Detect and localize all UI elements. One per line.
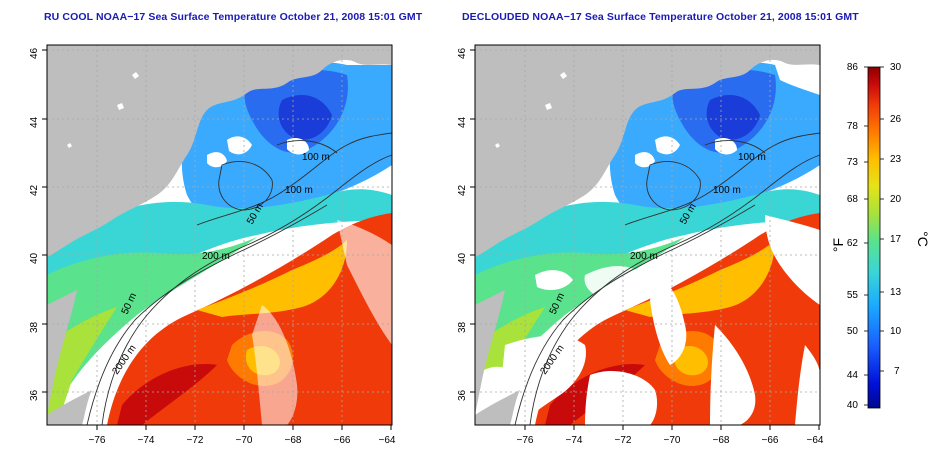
colorbar-c-26: 26 xyxy=(890,114,902,125)
right-plot-border xyxy=(474,44,821,426)
right-lat-tick-38: 38 xyxy=(457,321,468,333)
left-contours xyxy=(86,132,393,426)
left-lon-tick-70: −70 xyxy=(236,435,253,446)
colorbar-f-55: 55 xyxy=(847,290,859,301)
colorbar-c-7: 7 xyxy=(894,366,900,377)
left-lon-tick-76: −76 xyxy=(89,435,106,446)
colorbar-c-23: 23 xyxy=(890,154,902,165)
right-contour-label-100m-b: 100 m xyxy=(713,185,741,196)
colorbar-f-86: 86 xyxy=(847,62,859,73)
left-map-title: RU COOL NOAA−17 Sea Surface Temperature … xyxy=(44,11,423,23)
colorbar-f-tick-marks xyxy=(864,66,868,406)
colorbar-c-17: 17 xyxy=(890,234,902,245)
right-lon-tick-marks xyxy=(524,425,820,430)
left-lat-tick-40: 40 xyxy=(29,252,40,264)
right-lon-tick-66: −66 xyxy=(762,435,779,446)
right-lon-tick-70: −70 xyxy=(664,435,681,446)
colorbar-c-30: 30 xyxy=(890,62,902,73)
left-lon-tick-68: −68 xyxy=(285,435,302,446)
left-contour-label-100m-a: 100 m xyxy=(302,152,330,163)
left-lon-tick-66: −66 xyxy=(334,435,351,446)
right-lon-tick-64: −64 xyxy=(807,435,824,446)
colorbar-f-44: 44 xyxy=(847,370,859,381)
left-lat-tick-42: 42 xyxy=(29,184,40,196)
right-lat-tick-marks xyxy=(470,49,475,393)
left-lon-tick-64: −64 xyxy=(379,435,396,446)
colorbar-f-62: 62 xyxy=(847,238,859,249)
right-contours xyxy=(514,132,821,426)
colorbar-f-40: 40 xyxy=(847,400,859,411)
left-lon-tick-74: −74 xyxy=(138,435,155,446)
right-grid xyxy=(475,45,820,425)
right-lat-tick-36: 36 xyxy=(457,389,468,401)
right-map-title: DECLOUDED NOAA−17 Sea Surface Temperatur… xyxy=(462,11,859,23)
left-contour-label-100m-b: 100 m xyxy=(285,185,313,196)
colorbar-f-73: 73 xyxy=(847,157,859,168)
left-cloud-speckle-east xyxy=(337,220,392,345)
right-contour-label-200m: 200 m xyxy=(630,251,658,262)
left-lat-tick-38: 38 xyxy=(29,321,40,333)
right-lon-tick-76: −76 xyxy=(517,435,534,446)
colorbar-f-68: 68 xyxy=(847,194,859,205)
colorbar-fahrenheit-unit: °F xyxy=(830,238,846,252)
right-lon-tick-74: −74 xyxy=(566,435,583,446)
right-lat-tick-42: 42 xyxy=(457,184,468,196)
left-lat-tick-46: 46 xyxy=(29,47,40,59)
colorbar-celsius-unit: °C xyxy=(915,231,931,247)
right-lat-tick-46: 46 xyxy=(457,47,468,59)
colorbar-c-13: 13 xyxy=(890,287,902,298)
temperature-colorbar: 86 78 73 68 62 55 50 44 40 30 26 23 20 1… xyxy=(830,62,931,411)
colorbar-c-20: 20 xyxy=(890,194,902,205)
colorbar-gradient xyxy=(867,66,881,409)
left-lon-tick-72: −72 xyxy=(187,435,204,446)
left-map-panel[interactable]: 100 m 100 m 50 m 200 m 50 m 2000 m 36 38… xyxy=(29,44,396,446)
left-plot-border xyxy=(46,44,393,426)
right-lat-tick-40: 40 xyxy=(457,252,468,264)
left-lat-tick-marks xyxy=(42,49,47,393)
right-lat-tick-44: 44 xyxy=(457,116,468,128)
left-lat-tick-36: 36 xyxy=(29,389,40,401)
left-lat-tick-44: 44 xyxy=(29,116,40,128)
left-contour-label-200m: 200 m xyxy=(202,251,230,262)
left-lon-tick-marks xyxy=(96,425,392,430)
left-grid xyxy=(47,45,392,425)
colorbar-f-50: 50 xyxy=(847,326,859,337)
colorbar-c-10: 10 xyxy=(890,326,902,337)
right-map-panel[interactable]: 100 m 100 m 50 m 200 m 50 m 2000 m 36 38… xyxy=(457,44,824,446)
left-cloud-speckle xyxy=(252,305,298,425)
right-contour-label-100m-a: 100 m xyxy=(738,152,766,163)
colorbar-f-78: 78 xyxy=(847,121,859,132)
right-lon-tick-72: −72 xyxy=(615,435,632,446)
right-decloud-gaps xyxy=(475,65,820,425)
colorbar-c-tick-marks xyxy=(880,66,884,372)
right-lon-tick-68: −68 xyxy=(713,435,730,446)
